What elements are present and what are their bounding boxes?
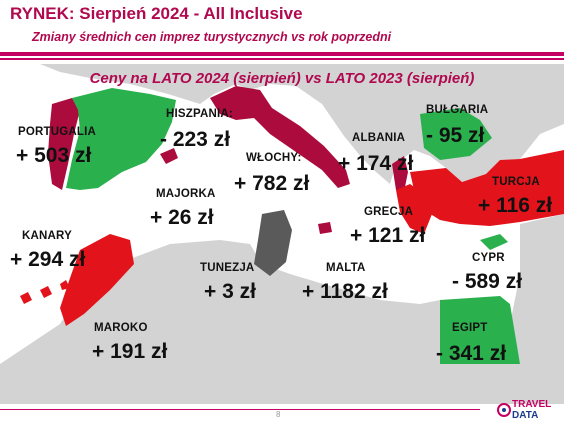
header-band-thin bbox=[0, 58, 564, 60]
country-label-hiszpania: HISZPANIA: bbox=[166, 108, 233, 120]
logo-line2: DATA bbox=[512, 410, 539, 421]
country-value-hiszpania: - 223 zł bbox=[160, 128, 231, 151]
country-label-majorka: MAJORKA bbox=[156, 188, 216, 200]
logo-line1: TRAVEL bbox=[512, 399, 552, 410]
country-value-egipt: - 341 zł bbox=[436, 342, 507, 365]
country-label-portugalia: PORTUGALIA bbox=[18, 126, 97, 138]
country-label-malta: MALTA bbox=[326, 262, 366, 274]
country-value-kanary: + 294 zł bbox=[10, 248, 86, 271]
country-value-tunezja: + 3 zł bbox=[204, 280, 256, 303]
country-value-maroko: + 191 zł bbox=[92, 340, 168, 363]
country-label-wlochy: WŁOCHY: bbox=[246, 152, 302, 164]
travel-data-logo: TRAVEL DATA bbox=[496, 398, 560, 422]
country-value-majorka: + 26 zł bbox=[150, 206, 214, 229]
country-value-cypr: - 589 zł bbox=[452, 270, 523, 293]
country-value-grecja: + 121 zł bbox=[350, 224, 426, 247]
country-value-turcja: + 116 zł bbox=[478, 194, 553, 217]
page-number: 8 bbox=[276, 410, 281, 419]
country-value-malta: + 1182 zł bbox=[302, 280, 388, 303]
country-label-kanary: KANARY bbox=[22, 230, 72, 242]
country-value-portugalia: + 503 zł bbox=[16, 144, 92, 167]
header-band-thick bbox=[0, 52, 564, 56]
country-shape-majorka bbox=[160, 148, 178, 164]
country-shape-cypr bbox=[480, 234, 508, 250]
country-label-albania: ALBANIA bbox=[352, 132, 406, 144]
country-value-bulgaria: - 95 zł bbox=[426, 124, 485, 147]
africa-land bbox=[0, 240, 564, 404]
chart-title: Ceny na LATO 2024 (sierpień) vs LATO 202… bbox=[89, 70, 475, 87]
country-value-albania: + 174 zł bbox=[338, 152, 414, 175]
map-area bbox=[0, 64, 564, 404]
country-shape-grecja bbox=[396, 184, 432, 234]
country-shapes bbox=[20, 86, 564, 364]
country-shape-egipt bbox=[440, 296, 520, 364]
country-label-bulgaria: BUŁGARIA bbox=[426, 104, 489, 116]
country-shape-portugalia bbox=[48, 98, 80, 190]
country-shape-kanary bbox=[20, 280, 70, 304]
country-shape-wlochy bbox=[210, 86, 350, 188]
country-label-egipt: EGIPT bbox=[452, 322, 488, 334]
country-shape-maroko bbox=[60, 234, 134, 326]
country-label-grecja: GRECJA bbox=[364, 206, 414, 218]
country-shape-hiszpania bbox=[66, 88, 176, 190]
country-shape-albania bbox=[392, 156, 408, 192]
country-value-wlochy: + 782 zł bbox=[234, 172, 310, 195]
page-subtitle: Zmiany średnich cen imprez turystycznych… bbox=[32, 30, 392, 44]
country-shape-turcja bbox=[410, 150, 564, 226]
country-shape-malta bbox=[318, 222, 332, 234]
page-title: RYNEK: Sierpień 2024 - All Inclusive bbox=[10, 4, 303, 23]
logo-icon bbox=[497, 403, 511, 417]
country-shape-tunezja bbox=[254, 210, 292, 276]
country-label-tunezja: TUNEZJA bbox=[200, 262, 255, 274]
country-label-maroko: MAROKO bbox=[94, 322, 148, 334]
middle-east-land bbox=[510, 214, 564, 364]
country-shape-bulgaria bbox=[420, 108, 492, 160]
country-label-cypr: CYPR bbox=[472, 252, 505, 264]
footer-line bbox=[0, 409, 480, 410]
country-label-turcja: TURCJA bbox=[492, 176, 540, 188]
